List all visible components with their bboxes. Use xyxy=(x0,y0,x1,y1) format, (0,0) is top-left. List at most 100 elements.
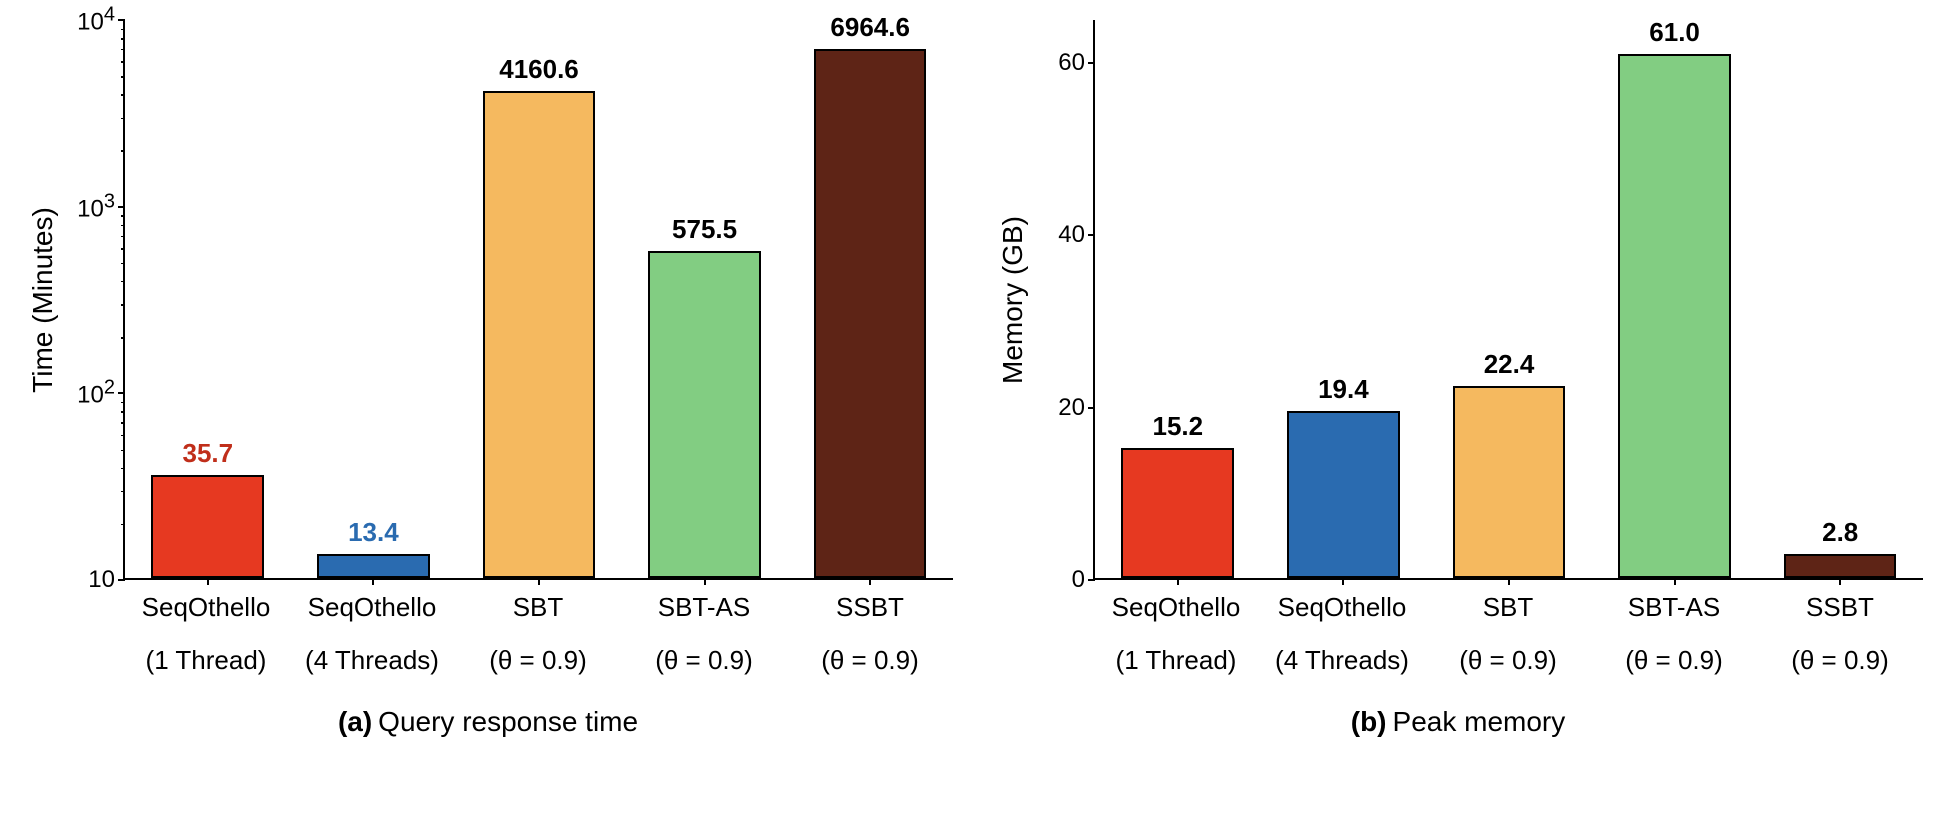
subtitle-b: (b) Peak memory xyxy=(993,706,1923,738)
bar xyxy=(814,49,927,578)
ytick-label: 10 xyxy=(88,566,115,594)
xlabel-group: SeqOthello(4 Threads) xyxy=(1275,588,1409,680)
ylabel-col-b: Memory (GB) xyxy=(993,20,1033,580)
subtitle-text-b: Peak memory xyxy=(1393,706,1566,738)
xtick-mark xyxy=(869,578,871,585)
xlabel-line2: (θ = 0.9) xyxy=(655,641,753,680)
ytick-minor xyxy=(121,422,125,424)
bar xyxy=(1784,554,1897,578)
xlabel-line1: SeqOthello xyxy=(1275,588,1409,627)
xtick-mark xyxy=(1342,578,1344,585)
xlabel-line2: (θ = 0.9) xyxy=(1791,641,1889,680)
xtick-mark xyxy=(704,578,706,585)
ylabel-b: Memory (GB) xyxy=(997,216,1029,384)
ytick-minor xyxy=(121,337,125,339)
xlabel-line1: SBT xyxy=(1459,588,1557,627)
ytick-minor xyxy=(121,215,125,217)
xlabel-group: SSBT(θ = 0.9) xyxy=(821,588,919,680)
figure-container: Time (Minutes) 10102103104 35.713.44160.… xyxy=(23,20,1923,738)
yaxis-a: 10102103104 xyxy=(63,20,123,580)
xlabel-group: SBT (θ = 0.9) xyxy=(1459,588,1557,680)
xlabel-line2: (4 Threads) xyxy=(305,641,439,680)
xlabel-line1: SeqOthello xyxy=(1112,588,1241,627)
ytick-minor xyxy=(121,236,125,238)
ytick-minor xyxy=(121,76,125,78)
subtitle-tag-a: (a) xyxy=(338,706,372,738)
ytick-minor xyxy=(121,263,125,265)
ytick-minor xyxy=(121,304,125,306)
bar xyxy=(1453,386,1566,578)
subtitle-tag-b: (b) xyxy=(1351,706,1387,738)
ytick-minor xyxy=(121,29,125,31)
plot-area-b: 15.219.422.461.02.8 xyxy=(1093,20,1923,580)
xtick-mark xyxy=(1177,578,1179,585)
xtick-mark xyxy=(1674,578,1676,585)
ytick-minor xyxy=(121,94,125,96)
subtitle-a: (a) Query response time xyxy=(23,706,953,738)
panel-b: Memory (GB) 0204060 15.219.422.461.02.8 … xyxy=(993,20,1923,738)
ytick-mark xyxy=(1088,62,1095,64)
ytick-label: 0 xyxy=(1072,566,1085,594)
xtick-mark xyxy=(207,578,209,585)
xlabel-line2: (θ = 0.9) xyxy=(1459,641,1557,680)
xtick-mark xyxy=(372,578,374,585)
xlabel-group: SeqOthello(1 Thread) xyxy=(1112,588,1241,680)
xlabel-line2: (1 Thread) xyxy=(142,641,271,680)
xlabels-row-a: SeqOthello (1 Thread) SeqOthello (4 Threads… xyxy=(23,588,953,698)
ytick-label: 104 xyxy=(77,4,115,37)
xlabel-line1: SBT xyxy=(489,588,587,627)
xlabels-row-b: SeqOthello(1 Thread) SeqOthello(4 Threads… xyxy=(993,588,1923,698)
subtitle-text-a: Query response time xyxy=(378,706,638,738)
ytick-mark xyxy=(118,206,125,208)
xlabel-line1: SeqOthello xyxy=(142,588,271,627)
xlabel-group: SSBT (θ = 0.9) xyxy=(1791,588,1889,680)
xlabel-line2: (θ = 0.9) xyxy=(1625,641,1723,680)
xtick-mark xyxy=(538,578,540,585)
ytick-mark xyxy=(118,392,125,394)
ytick-label: 40 xyxy=(1058,221,1085,249)
xlabel-line1: SBT-AS xyxy=(655,588,753,627)
ylabel-col-a: Time (Minutes) xyxy=(23,20,63,580)
bar-value-label: 35.7 xyxy=(128,438,288,469)
plot-row-a: Time (Minutes) 10102103104 35.713.44160.… xyxy=(23,20,953,580)
ytick-minor xyxy=(121,38,125,40)
xlabels-area-a: SeqOthello (1 Thread) SeqOthello (4 Threads… xyxy=(123,588,953,698)
plot-area-a: 35.713.44160.6575.56964.6 xyxy=(123,20,953,580)
xlabel-group: SBT-AS (θ = 0.9) xyxy=(655,588,753,680)
ytick-mark xyxy=(118,579,125,581)
ytick-label: 102 xyxy=(77,377,115,410)
bar xyxy=(1618,54,1731,578)
ytick-minor xyxy=(121,248,125,250)
yaxis-b: 0204060 xyxy=(1033,20,1093,580)
bar xyxy=(1121,448,1234,578)
xtick-mark xyxy=(1839,578,1841,585)
ytick-minor xyxy=(121,435,125,437)
plot-row-b: Memory (GB) 0204060 15.219.422.461.02.8 xyxy=(993,20,1923,580)
ytick-minor xyxy=(121,524,125,526)
xlabel-line1: SeqOthello xyxy=(305,588,439,627)
ytick-minor xyxy=(121,468,125,470)
bar xyxy=(317,554,430,578)
bar xyxy=(1287,411,1400,578)
xlabel-line1: SSBT xyxy=(821,588,919,627)
bar xyxy=(648,251,761,578)
xlabel-line2: (θ = 0.9) xyxy=(489,641,587,680)
ytick-label: 103 xyxy=(77,190,115,223)
ytick-minor xyxy=(121,61,125,63)
bar-value-label: 6964.6 xyxy=(790,12,950,43)
ytick-minor xyxy=(121,450,125,452)
ytick-minor xyxy=(121,225,125,227)
ytick-mark xyxy=(118,19,125,21)
xlabel-line1: SBT-AS xyxy=(1625,588,1723,627)
bar xyxy=(151,475,264,578)
ytick-minor xyxy=(121,281,125,283)
xlabel-line1: SSBT xyxy=(1791,588,1889,627)
ytick-mark xyxy=(1088,579,1095,581)
ytick-mark xyxy=(1088,234,1095,236)
bar xyxy=(483,91,596,578)
bar-value-label: 2.8 xyxy=(1760,517,1920,548)
xlabel-group: SeqOthello (1 Thread) xyxy=(142,588,271,680)
bar-value-label: 22.4 xyxy=(1429,349,1589,380)
xtick-mark xyxy=(1508,578,1510,585)
ytick-minor xyxy=(121,49,125,51)
